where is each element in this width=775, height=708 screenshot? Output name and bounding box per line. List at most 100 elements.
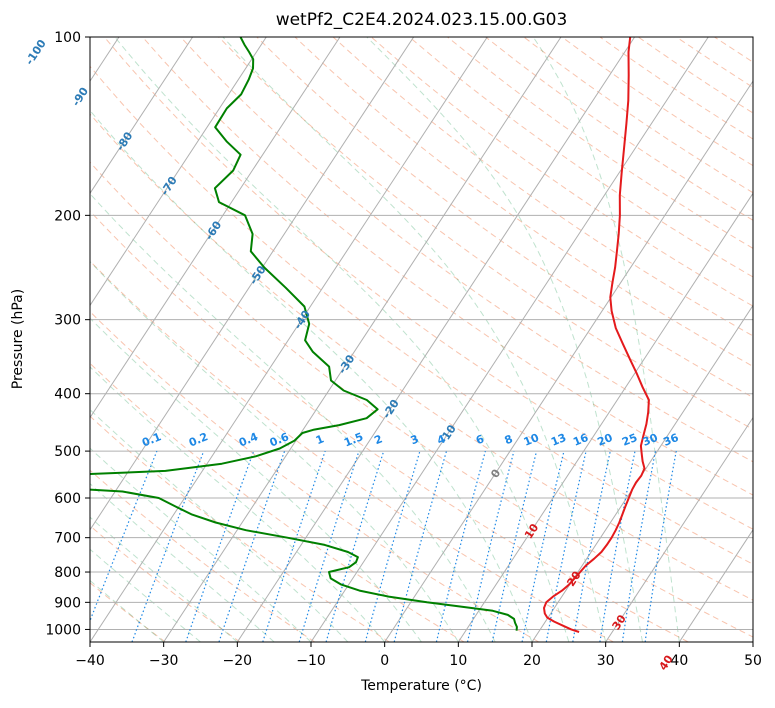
y-tick-label: 1000 — [45, 622, 81, 638]
dry-adiabat-line — [103, 37, 753, 530]
dry-adiabat-line — [294, 37, 753, 367]
y-tick-label: 200 — [54, 208, 81, 224]
dry-adiabat-line — [90, 210, 689, 642]
isotherm-line — [90, 37, 488, 642]
y-axis-ticks: 1000 900 800 700 600 500 400 300 200 100 — [45, 30, 90, 638]
isotherm-label: 0 — [488, 467, 503, 481]
mixing-ratio-line — [364, 450, 421, 642]
mixing-ratio-line — [491, 450, 538, 642]
mixing-ratio-line — [644, 450, 677, 642]
mixing-ratio-lines — [90, 450, 677, 642]
mixing-ratio-label: 36 — [661, 431, 680, 449]
moist-adiabat-line — [90, 408, 349, 642]
dry-adiabat-line — [90, 310, 540, 642]
dry-adiabat-line — [752, 37, 753, 38]
mixing-ratio-label: 16 — [571, 431, 590, 449]
dry-adiabat-line — [218, 37, 753, 430]
dry-adiabat-line — [90, 260, 614, 642]
mixing-ratio-line — [521, 450, 565, 642]
mixing-ratio-line — [298, 450, 360, 642]
mixing-ratio-line — [90, 450, 158, 623]
dry-adiabat-line — [370, 37, 753, 307]
mixing-ratio-label: 0.4 — [237, 430, 260, 449]
x-tick-label: −10 — [296, 653, 326, 669]
mixing-ratio-line — [131, 450, 205, 642]
x-tick-label: −40 — [75, 653, 105, 669]
isotherm-line — [457, 192, 753, 642]
moist-adiabat-line — [366, 37, 643, 642]
isotherm-label: -100 — [23, 37, 49, 67]
mixing-ratio-label: 0.1 — [140, 430, 163, 449]
mixing-ratio-label: 30 — [641, 431, 660, 449]
y-tick-label: 800 — [54, 565, 81, 581]
x-axis-ticks: −40 −30 −20 −10 0 10 20 30 40 50 — [75, 642, 762, 669]
dry-adiabat-line — [90, 362, 465, 642]
mixing-ratio-label: 3 — [409, 432, 421, 447]
isotherm-label: -80 — [114, 129, 136, 153]
dry-adiabat-line — [90, 469, 315, 642]
mixing-ratio-label: 6 — [474, 432, 486, 447]
isotherms — [90, 37, 753, 642]
moist-adiabats — [90, 37, 680, 642]
dry-adiabat-line — [180, 37, 753, 463]
isotherm-label: 10 — [522, 521, 541, 541]
y-tick-label: 400 — [54, 387, 81, 403]
moist-adiabat-line — [114, 37, 570, 642]
mixing-ratio-label: 20 — [595, 431, 614, 449]
mixing-ratio-label: 10 — [522, 431, 541, 449]
dry-adiabat-line — [447, 37, 753, 249]
temperature-profile-line — [543, 37, 650, 633]
x-tick-label: 0 — [380, 653, 389, 669]
isotherm-line — [90, 37, 267, 307]
mixing-ratio-label: 0.2 — [187, 430, 210, 449]
x-tick-label: −20 — [223, 653, 253, 669]
mixing-ratio-line — [466, 450, 515, 642]
dry-adiabat-line — [90, 161, 753, 638]
isotherm-line — [90, 37, 194, 195]
dry-adiabat-line — [714, 37, 753, 63]
x-tick-label: 10 — [449, 653, 467, 669]
mixing-ratio-labels: 0.1 0.2 0.4 0.6 1 1.5 2 3 4 6 8 10 13 16 20 25 30 36 — [140, 430, 681, 450]
dry-adiabat-line — [90, 525, 241, 642]
mixing-ratio-line — [545, 450, 587, 642]
moist-adiabat-line — [90, 109, 533, 642]
dewpoint-profile-line — [90, 37, 518, 631]
moist-adiabat-line — [90, 317, 422, 642]
y-tick-label: 700 — [54, 531, 81, 547]
isotherm-line — [90, 37, 341, 419]
isotherm-line — [310, 37, 709, 642]
plot-frame — [89, 36, 754, 643]
mixing-ratio-label: 1 — [314, 432, 326, 447]
isotherm-line — [90, 37, 415, 531]
mixing-ratio-label: 2 — [372, 432, 384, 447]
x-axis-label: Temperature (°C) — [361, 678, 482, 694]
isotherm-label: -90 — [69, 85, 91, 109]
mixing-ratio-line — [218, 450, 286, 642]
dry-adiabat-line — [523, 37, 753, 194]
mixing-ratio-line — [325, 450, 385, 642]
dry-adiabat-line — [256, 37, 753, 398]
moist-adiabat-line — [90, 260, 459, 642]
dry-adiabat-line — [90, 113, 753, 601]
moist-adiabat-line — [90, 483, 275, 642]
moist-adiabat-line — [90, 193, 496, 642]
isotherm-line — [163, 37, 562, 642]
mixing-ratio-line — [262, 450, 326, 642]
moist-adiabat-line — [90, 579, 165, 642]
isotherm-line — [384, 80, 753, 642]
isotherm-label: -70 — [158, 174, 180, 198]
isotherm-line — [236, 37, 636, 642]
x-tick-label: 40 — [670, 653, 688, 669]
y-tick-label: 900 — [54, 595, 81, 611]
isotherm-line — [531, 304, 753, 642]
moist-adiabat-line — [90, 366, 386, 642]
mixing-ratio-label: 0.6 — [268, 430, 291, 449]
plot-area — [90, 37, 753, 642]
x-tick-label: 30 — [597, 653, 615, 669]
y-tick-label: 500 — [54, 444, 81, 460]
isotherm-label: -20 — [380, 397, 402, 421]
moist-adiabat-line — [90, 516, 238, 642]
